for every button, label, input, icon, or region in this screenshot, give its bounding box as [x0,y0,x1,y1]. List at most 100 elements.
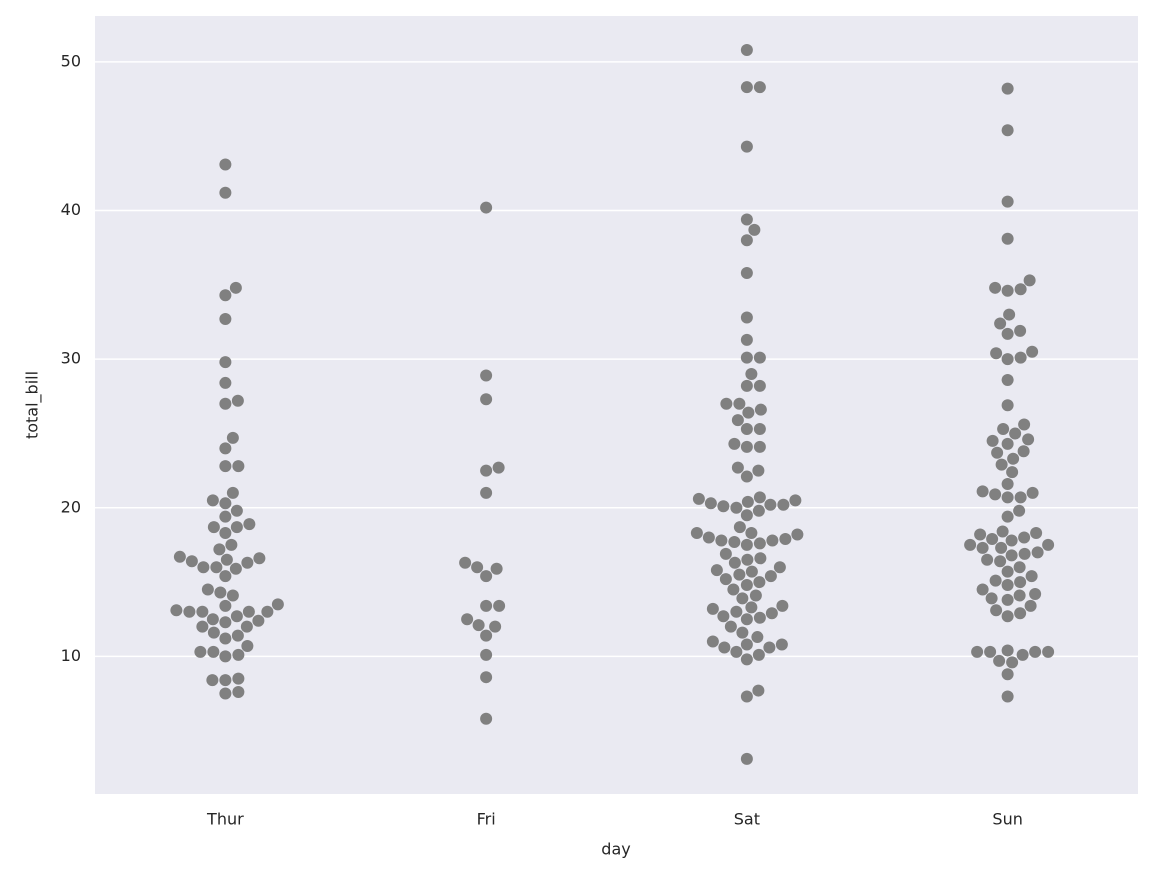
point [1001,124,1014,137]
point [1014,576,1027,589]
point [752,464,765,477]
point [740,509,753,522]
point [764,498,777,511]
point [736,626,749,639]
point [779,532,792,545]
point [1024,599,1037,612]
point [728,535,741,548]
point [724,620,737,633]
point [976,485,989,498]
point [219,650,232,663]
point [219,616,232,629]
point [753,440,766,453]
point [1018,418,1031,431]
point [777,498,790,511]
point [1001,284,1014,297]
point [1014,351,1027,364]
point [728,556,741,569]
point [243,518,256,531]
point [752,504,765,517]
point [1007,452,1020,465]
point [740,44,753,57]
point [1031,546,1044,559]
point [754,552,767,565]
point [461,613,474,626]
point [995,541,1008,554]
point [232,672,245,685]
point [1029,645,1042,658]
point [480,712,493,725]
point [996,525,1009,538]
point [1001,373,1014,386]
point [253,552,266,565]
point [745,565,758,578]
point [740,579,753,592]
point [1014,324,1027,337]
x-tick-label: Thur [206,810,244,829]
point [1005,534,1018,547]
point [1001,510,1014,523]
point [733,568,746,581]
point [206,494,219,507]
point [1017,445,1030,458]
point [1006,466,1019,479]
point [1001,232,1014,245]
point [748,223,761,236]
point [715,534,728,547]
point [773,561,786,574]
point [219,158,232,171]
point [194,645,207,658]
point [230,610,243,623]
point [990,347,1003,360]
point [740,752,753,765]
point [185,555,198,568]
point [219,397,232,410]
point [242,605,255,618]
point [984,645,997,658]
point [471,561,484,574]
point [480,464,493,477]
point [730,501,743,514]
point [719,547,732,560]
point [493,599,506,612]
point [480,393,493,406]
point [991,446,1004,459]
point [730,645,743,658]
point [718,641,731,654]
point [1001,491,1014,504]
point [740,234,753,247]
point [710,564,723,577]
point [219,186,232,199]
point [226,486,239,499]
point [1001,195,1014,208]
point [995,458,1008,471]
point [1001,610,1014,623]
point [752,684,765,697]
x-tick-label: Sun [992,810,1022,829]
point [472,619,485,632]
point [1001,593,1014,606]
point [219,632,232,645]
point [740,351,753,364]
point [1029,587,1042,600]
point [1009,427,1022,440]
point [731,461,744,474]
point [480,648,493,661]
point [219,570,232,583]
point [1001,353,1014,366]
point [740,379,753,392]
point [173,550,186,563]
point [1042,538,1055,551]
point [989,488,1002,501]
point [241,639,254,652]
point [740,470,753,483]
point [740,613,753,626]
point [219,510,232,523]
point [1001,668,1014,681]
point [219,527,232,540]
point [1001,579,1014,592]
point [1014,607,1027,620]
point [480,629,493,642]
point [745,527,758,540]
